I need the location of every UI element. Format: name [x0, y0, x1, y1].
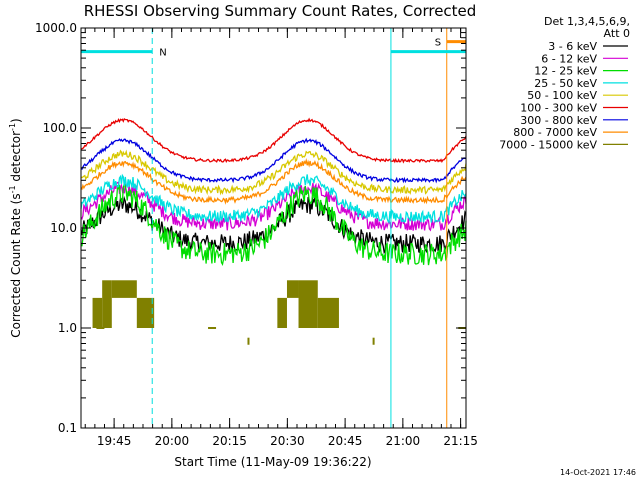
x-tick-label: 19:45: [97, 434, 132, 448]
series-line-4: [80, 149, 467, 196]
x-axis-label: Start Time (11-May-09 19:36:22): [174, 455, 371, 469]
x-tick-label: 20:45: [328, 434, 363, 448]
footer-date: 14-Oct-2021 17:46: [560, 468, 636, 477]
legend-label: 3 - 6 keV: [548, 40, 597, 53]
legend-header-line1: Det 1,3,4,5,6,9,: [544, 15, 630, 28]
series-line-3: [80, 173, 467, 225]
y-tick-label: 0.1: [58, 421, 77, 435]
legend-label: 800 - 7000 keV: [513, 126, 597, 139]
legend-label: 100 - 300 keV: [520, 102, 597, 115]
series-line-5: [80, 117, 467, 164]
x-tick-label: 21:00: [386, 434, 421, 448]
series-line-8-block: [92, 297, 103, 328]
y-tick-label: 10.0: [50, 221, 77, 235]
y-tick-label: 1.0: [58, 321, 77, 335]
legend-label: 12 - 25 keV: [534, 65, 597, 78]
series-line-2: [81, 181, 467, 266]
series-line-8-block: [102, 280, 112, 328]
y-tick-label: 1000.0: [35, 21, 77, 35]
series-line-8-block: [317, 297, 339, 328]
x-tick-label: 21:15: [443, 434, 478, 448]
legend-header-line2: Att 0: [604, 27, 630, 40]
chart-title: RHESSI Observing Summary Count Rates, Co…: [84, 2, 477, 20]
legend-label: 300 - 800 keV: [520, 114, 597, 127]
series-line-6: [80, 137, 467, 184]
series-layer: [80, 117, 467, 345]
legend-label: 7000 - 15000 keV: [499, 138, 597, 151]
marker-label: N: [159, 48, 166, 59]
x-tick-label: 20:30: [270, 434, 305, 448]
x-tick-label: 20:15: [212, 434, 247, 448]
legend-label: 50 - 100 keV: [527, 89, 597, 102]
axis-layer: 0.1 1.0 10.0 100.0 1000.0 19:45 20:00 20:15 20:3…: [35, 21, 478, 448]
series-line-8-block: [277, 297, 287, 328]
series-line-7: [80, 158, 467, 205]
legend-label: 25 - 50 keV: [534, 77, 597, 90]
series-line-8-block: [136, 297, 155, 328]
series-line-8-block: [111, 280, 137, 298]
marker-label: S: [435, 38, 441, 49]
legend-label: 6 - 12 keV: [541, 52, 597, 65]
series-line-8-block: [286, 280, 299, 298]
y-tick-label: 100.0: [43, 121, 77, 135]
x-tick-label: 20:00: [155, 434, 190, 448]
y-axis-label: Corrected Count Rate (s-1 detector-1): [8, 118, 23, 337]
series-line-8-block: [298, 280, 318, 328]
